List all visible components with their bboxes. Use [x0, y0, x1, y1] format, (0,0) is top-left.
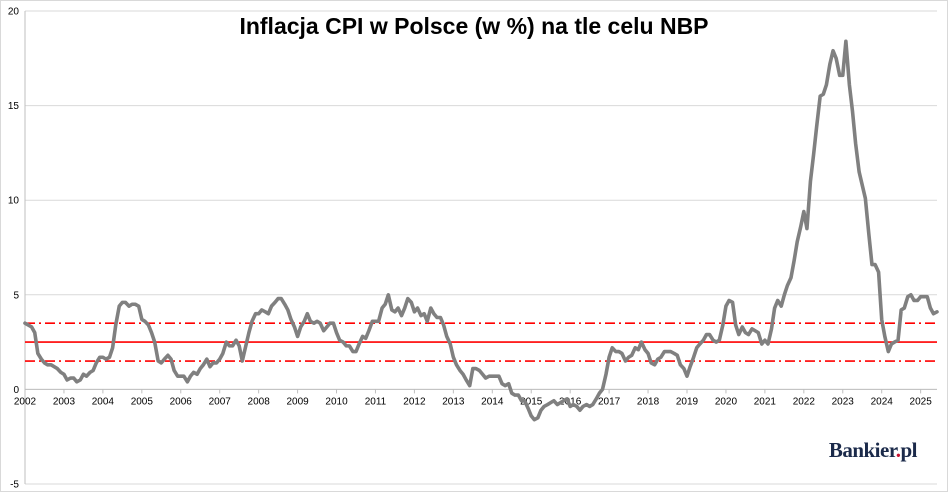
x-tick-label: 2011	[365, 396, 387, 407]
x-tick-label: 2017	[598, 396, 621, 407]
cpi-series-line	[23, 39, 939, 422]
x-tick-label: 2018	[637, 396, 660, 407]
x-axis: 2002 2003 2004 2005 2006 2007 2008 2009 2010 2011…	[14, 388, 937, 407]
x-tick-label: 2022	[793, 396, 816, 407]
x-tick-label: 2003	[53, 396, 76, 407]
x-tick-label: 2010	[325, 396, 348, 407]
x-tick-label: 2008	[248, 396, 271, 407]
x-tick-label: 2005	[131, 396, 154, 407]
y-tick-label: 15	[8, 101, 20, 112]
x-tick-label: 2019	[676, 396, 699, 407]
x-tick-label: 2004	[92, 396, 115, 407]
y-tick-label: -5	[10, 480, 19, 491]
bankier-logo: Bankier.pl	[828, 438, 918, 462]
x-tick-label: 2007	[209, 396, 232, 407]
x-tick-label: 2020	[715, 396, 738, 407]
x-tick-label: 2009	[286, 396, 309, 407]
x-tick-label: 2021	[754, 396, 777, 407]
x-tick-label: 2023	[832, 396, 855, 407]
chart-title: Inflacja CPI w Polsce (w %) na tle celu …	[239, 13, 708, 39]
x-tick-label: 2014	[481, 396, 504, 407]
x-tick-label: 2012	[403, 396, 426, 407]
gridlines	[25, 10, 937, 485]
y-tick-label: 10	[8, 196, 20, 207]
nbp-target-lines	[25, 322, 937, 362]
y-tick-label: 0	[13, 385, 19, 396]
x-tick-label: 2015	[520, 396, 543, 407]
x-tick-label: 2013	[442, 396, 465, 407]
cpi-series	[23, 39, 939, 422]
x-tick-label: 2016	[559, 396, 582, 407]
x-tick-label: 2024	[871, 396, 894, 407]
x-tick-label: 2025	[910, 396, 933, 407]
y-tick-label: 20	[8, 7, 20, 18]
y-tick-label: 5	[13, 290, 19, 301]
x-tick-label: 2006	[170, 396, 193, 407]
y-axis: -5 0 5 10 15 20	[8, 7, 26, 491]
